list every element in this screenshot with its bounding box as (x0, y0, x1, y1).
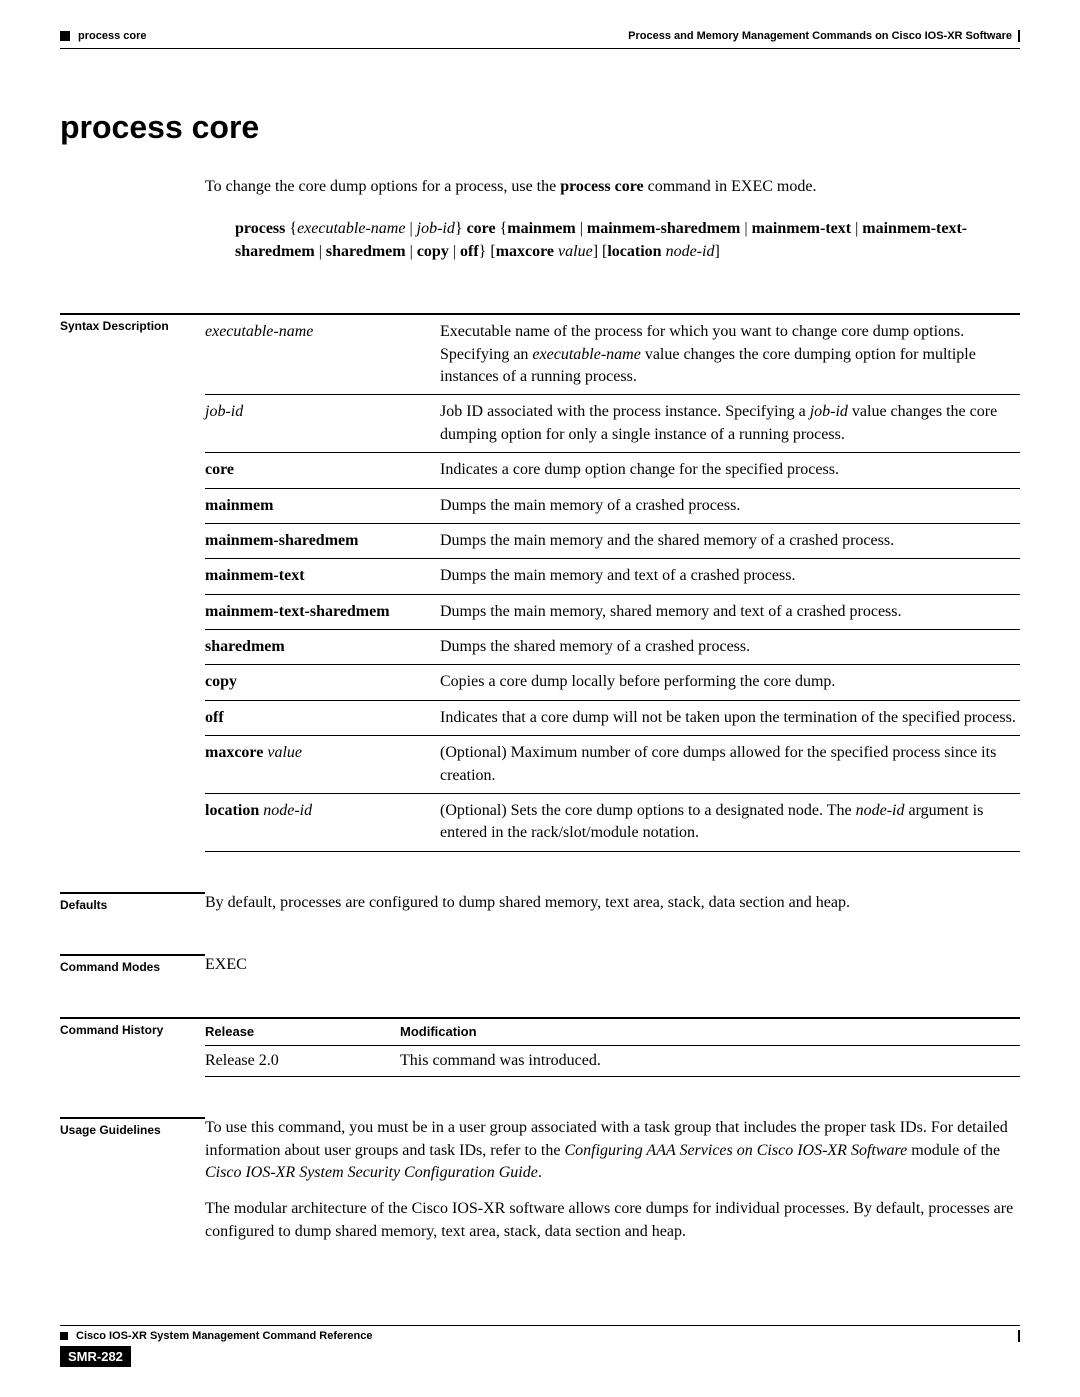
page-title: process core (60, 109, 1020, 146)
syntax-key: maxcore value (205, 736, 440, 794)
syntax-desc: (Optional) Sets the core dump options to… (440, 794, 1020, 852)
table-row: mainmem-sharedmemDumps the main memory a… (205, 523, 1020, 558)
footer-rule (60, 1325, 1020, 1326)
history-modification: This command was introduced. (400, 1045, 1020, 1076)
table-row: coreIndicates a core dump option change … (205, 453, 1020, 488)
syntax-key: executable-name (205, 314, 440, 395)
syntax-desc: (Optional) Maximum number of core dumps … (440, 736, 1020, 794)
header-left: process core (60, 30, 146, 42)
syntax-key: job-id (205, 395, 440, 453)
history-col-release: Release (205, 1018, 400, 1046)
modes-label: Command Modes (60, 954, 205, 976)
section-command-modes: Command Modes EXEC (60, 954, 1020, 976)
section-syntax-description: Syntax Description executable-nameExecut… (60, 313, 1020, 852)
history-release: Release 2.0 (205, 1045, 400, 1076)
header-left-label: process core (78, 30, 146, 42)
table-row: executable-nameExecutable name of the pr… (205, 314, 1020, 395)
table-row: mainmem-text-sharedmemDumps the main mem… (205, 594, 1020, 629)
section-usage-guidelines: Usage Guidelines To use this command, yo… (60, 1117, 1020, 1257)
page-footer: Cisco IOS-XR System Management Command R… (60, 1325, 1020, 1367)
table-row: mainmemDumps the main memory of a crashe… (205, 488, 1020, 523)
table-row: mainmem-textDumps the main memory and te… (205, 559, 1020, 594)
syntax-desc-label: Syntax Description (60, 313, 205, 852)
table-row: offIndicates that a core dump will not b… (205, 700, 1020, 735)
table-row: sharedmemDumps the shared memory of a cr… (205, 630, 1020, 665)
intro-post: command in EXEC mode. (644, 178, 817, 195)
syntax-block: process {executable-name | job-id} core … (235, 218, 1020, 263)
header-square-icon (60, 31, 70, 41)
intro-pre: To change the core dump options for a pr… (205, 178, 560, 195)
usage-paragraph: The modular architecture of the Cisco IO… (205, 1198, 1020, 1243)
syntax-desc: Copies a core dump locally before perfor… (440, 665, 1020, 700)
syntax-desc: Dumps the main memory and text of a cras… (440, 559, 1020, 594)
usage-body: To use this command, you must be in a us… (205, 1117, 1020, 1257)
table-row: job-idJob ID associated with the process… (205, 395, 1020, 453)
defaults-text: By default, processes are configured to … (205, 892, 1020, 914)
history-col-modification: Modification (400, 1018, 1020, 1046)
header-right-label: Process and Memory Management Commands o… (628, 30, 1012, 42)
table-row: Release 2.0This command was introduced. (205, 1045, 1020, 1076)
header-right: Process and Memory Management Commands o… (628, 30, 1020, 42)
syntax-desc: Executable name of the process for which… (440, 314, 1020, 395)
syntax-desc: Job ID associated with the process insta… (440, 395, 1020, 453)
syntax-key: mainmem-text (205, 559, 440, 594)
syntax-desc: Dumps the main memory of a crashed proce… (440, 488, 1020, 523)
usage-paragraph: To use this command, you must be in a us… (205, 1117, 1020, 1184)
syntax-desc: Dumps the main memory, shared memory and… (440, 594, 1020, 629)
syntax-key: sharedmem (205, 630, 440, 665)
intro-paragraph: To change the core dump options for a pr… (205, 176, 1020, 198)
syntax-key: core (205, 453, 440, 488)
syntax-desc: Dumps the shared memory of a crashed pro… (440, 630, 1020, 665)
defaults-label: Defaults (60, 892, 205, 914)
footer-square-icon (60, 1332, 68, 1340)
table-row: maxcore value(Optional) Maximum number o… (205, 736, 1020, 794)
syntax-key: location node-id (205, 794, 440, 852)
footer-bar-icon (1018, 1330, 1020, 1342)
usage-label: Usage Guidelines (60, 1117, 205, 1257)
syntax-desc: Indicates a core dump option change for … (440, 453, 1020, 488)
syntax-desc: Dumps the main memory and the shared mem… (440, 523, 1020, 558)
history-label: Command History (60, 1017, 205, 1078)
section-defaults: Defaults By default, processes are confi… (60, 892, 1020, 914)
syntax-table: executable-nameExecutable name of the pr… (205, 313, 1020, 852)
table-row: location node-id(Optional) Sets the core… (205, 794, 1020, 852)
syntax-key: copy (205, 665, 440, 700)
syntax-key: mainmem-text-sharedmem (205, 594, 440, 629)
footer-doc-title: Cisco IOS-XR System Management Command R… (76, 1330, 372, 1342)
page-header: process core Process and Memory Manageme… (60, 30, 1020, 42)
header-bar-icon (1018, 30, 1020, 42)
intro-cmd: process core (560, 178, 643, 195)
page-number-badge: SMR-282 (60, 1346, 131, 1367)
syntax-key: off (205, 700, 440, 735)
syntax-key: mainmem (205, 488, 440, 523)
history-table: Release Modification Release 2.0This com… (205, 1017, 1020, 1078)
modes-text: EXEC (205, 954, 1020, 976)
header-rule (60, 48, 1020, 49)
syntax-key: mainmem-sharedmem (205, 523, 440, 558)
table-row: copyCopies a core dump locally before pe… (205, 665, 1020, 700)
syntax-desc: Indicates that a core dump will not be t… (440, 700, 1020, 735)
section-command-history: Command History Release Modification Rel… (60, 1017, 1020, 1078)
